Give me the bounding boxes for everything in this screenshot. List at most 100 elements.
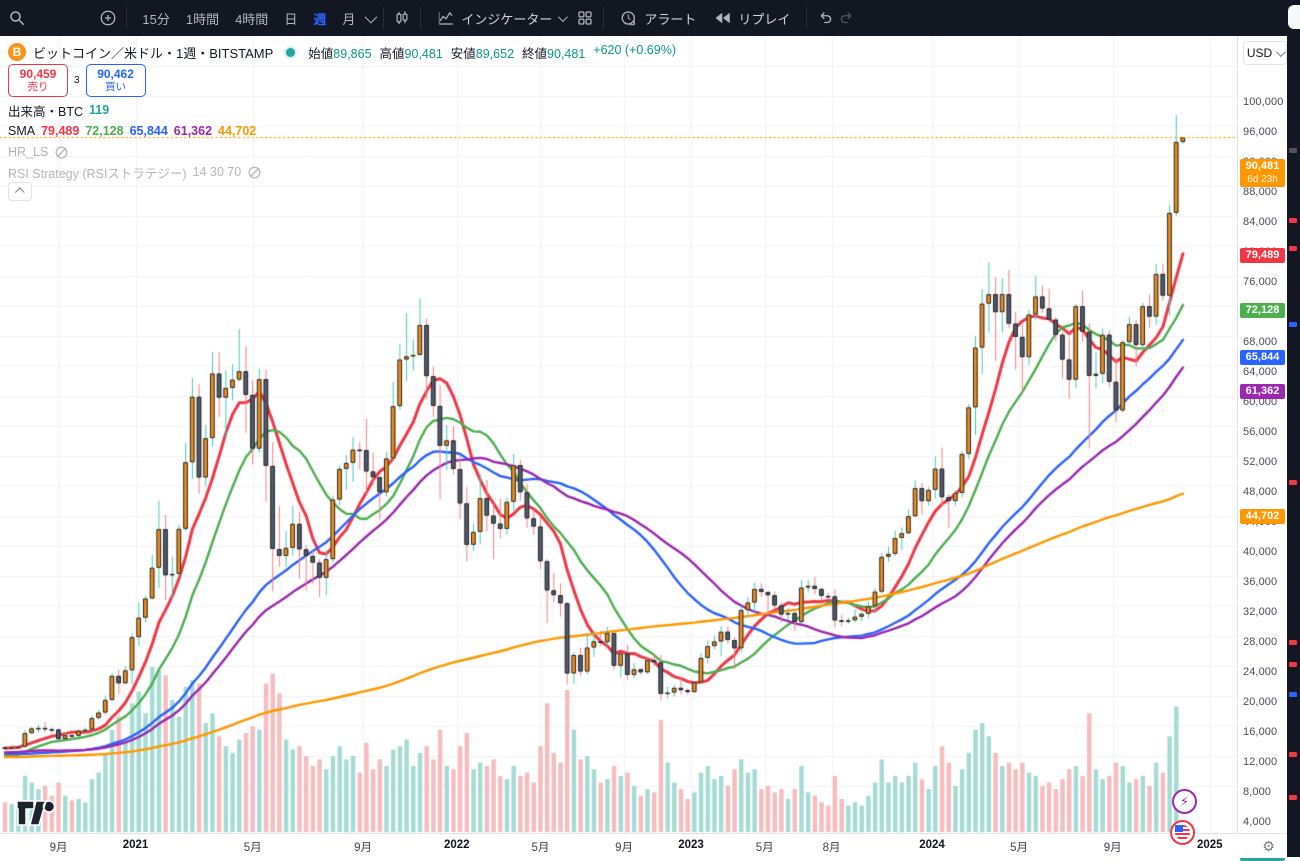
price-tick: 16,000 [1243, 726, 1278, 738]
interval-15m[interactable]: 15分 [142, 11, 170, 27]
time-tick: 5月 [755, 842, 774, 854]
ohlc-values: 始値89,865 高値90,481 安値89,652 終値90,481 +620… [308, 42, 676, 61]
price-chart-canvas[interactable] [0, 36, 1237, 833]
scale-marker [1289, 246, 1297, 251]
scale-marker [1289, 692, 1297, 697]
us-session-flag-button[interactable] [1170, 820, 1195, 845]
rsi-params: 14 30 70 [192, 165, 242, 179]
sma-value-4: 61,362 [173, 124, 213, 138]
tradingview-logo[interactable] [16, 800, 60, 826]
scale-marker [1289, 322, 1297, 327]
hrls-indicator-row[interactable]: HR_LS [8, 142, 69, 162]
layout-grid-icon[interactable] [576, 9, 594, 27]
price-tick: 36,000 [1243, 576, 1278, 588]
interval-1w[interactable]: 週 [313, 11, 327, 27]
interval-chevron-icon[interactable] [364, 10, 378, 23]
interval-1m[interactable]: 月 [342, 11, 356, 27]
price-tick: 52,000 [1243, 456, 1278, 468]
market-open-dot-icon [286, 47, 296, 57]
rsi-strategy-row[interactable]: RSI Strategy (RSIストラテジー) 14 30 70 [8, 162, 262, 182]
time-tick: 9月 [354, 842, 373, 854]
scale-marker [1289, 218, 1297, 223]
axis-settings-gear-icon[interactable]: ⚙ [1262, 837, 1275, 854]
indicators-button[interactable]: インジケーター [430, 5, 572, 32]
interval-4h[interactable]: 4時間 [235, 11, 269, 27]
alert-clock-icon [621, 11, 636, 26]
currency-dropdown[interactable]: USD [1243, 41, 1287, 65]
price-tick: 68,000 [1243, 336, 1278, 348]
price-tick: 28,000 [1243, 636, 1278, 648]
time-tick: 9月 [615, 842, 634, 854]
time-tick: 2024 [919, 839, 945, 851]
price-tick: 96,000 [1243, 126, 1278, 138]
price-tick: 84,000 [1243, 216, 1278, 228]
separator [420, 7, 422, 29]
price-axis[interactable]: USD 100,00096,00092,00088,00084,00080,00… [1237, 36, 1288, 861]
separator [126, 7, 128, 29]
trade-panel: 90,459 売り 3 90,462 買い [8, 64, 146, 97]
redo-icon[interactable] [838, 9, 856, 27]
collapse-legend-button[interactable] [8, 182, 32, 201]
chart-legend: B ビットコイン／米ドル・1週・BITSTAMP 始値89,865 高値90,4… [8, 42, 676, 201]
price-tick: 60,000 [1243, 396, 1278, 408]
add-symbol-icon[interactable] [99, 9, 117, 27]
time-tick: 5月 [1010, 842, 1028, 854]
scale-marker [1289, 662, 1297, 667]
interval-1d[interactable]: 日 [284, 11, 298, 27]
price-label: 90,481 6d 23h [1240, 159, 1285, 188]
sma-value-2: 72,128 [85, 124, 124, 138]
time-tick: 9月 [1103, 842, 1122, 854]
price-label: 44,702 [1240, 508, 1285, 524]
price-tick: 100,000 [1243, 96, 1284, 108]
scale-marker [1289, 480, 1297, 485]
side-panel-edge [1287, 36, 1300, 857]
price-tick: 8,000 [1243, 786, 1272, 798]
sma-value-5: 44,702 [218, 124, 257, 138]
scale-marker [1289, 640, 1297, 645]
symbol-title[interactable]: ビットコイン／米ドル・1週・BITSTAMP [33, 45, 274, 61]
sma-indicator-row[interactable]: SMA 79,489 72,128 65,844 61,362 44,702 [8, 124, 257, 138]
volume-indicator-row[interactable]: 出来高・BTC 119 [8, 103, 110, 119]
price-tick: 40,000 [1243, 546, 1278, 558]
time-axis[interactable]: 9月 2021 5月 9月 2022 5月 9月 2023 5月 8月 2024 5月 9月 2025 [0, 833, 1237, 858]
price-tick: 32,000 [1243, 606, 1278, 618]
interval-1h[interactable]: 1時間 [185, 11, 220, 27]
undo-icon[interactable] [816, 9, 834, 27]
instant-order-lightning-button[interactable]: ⚡ [1172, 789, 1197, 814]
price-label: 65,844 [1240, 350, 1285, 366]
sell-button[interactable]: 90,459 売り [8, 64, 68, 97]
spread-value: 3 [74, 75, 80, 86]
eye-hidden-icon[interactable] [247, 165, 262, 180]
time-tick: 9月 [49, 842, 68, 854]
buy-button[interactable]: 90,462 買い [85, 64, 146, 97]
price-tick: 12,000 [1243, 756, 1278, 768]
volume-value: 119 [89, 103, 110, 117]
time-tick: 2025 [1196, 839, 1223, 851]
alert-button[interactable]: アラート [613, 5, 703, 32]
scale-marker [1289, 795, 1297, 800]
separator [383, 7, 385, 29]
us-flag-icon [1175, 825, 1190, 840]
time-tick: 2021 [122, 839, 149, 851]
time-tick: 5月 [531, 842, 550, 854]
price-tick: 64,000 [1243, 366, 1278, 378]
price-tick: 4,000 [1243, 816, 1272, 828]
replay-button[interactable]: リプレイ [707, 5, 797, 32]
price-tick: 56,000 [1243, 426, 1278, 438]
search-icon[interactable] [8, 9, 26, 27]
price-tick: 48,000 [1243, 486, 1278, 498]
eye-hidden-icon[interactable] [54, 145, 69, 160]
price-label: 79,489 [1240, 247, 1285, 263]
scale-marker [1289, 752, 1297, 757]
price-label: 72,128 [1240, 303, 1285, 319]
indicators-icon [439, 11, 454, 25]
symbol-button[interactable]: BTCUSD [30, 10, 86, 26]
candlestick-style-icon[interactable] [393, 9, 411, 27]
replay-icon [715, 12, 731, 24]
time-tick: 8月 [822, 842, 841, 854]
price-tick: 76,000 [1243, 276, 1278, 288]
chevron-down-icon [1276, 46, 1287, 57]
top-toolbar: BTCUSD 15分 1時間 4時間 日 週 月 インジケーター アラート リプ… [0, 0, 1300, 36]
panel-edge [1288, 5, 1300, 29]
price-tick: 24,000 [1243, 666, 1278, 678]
